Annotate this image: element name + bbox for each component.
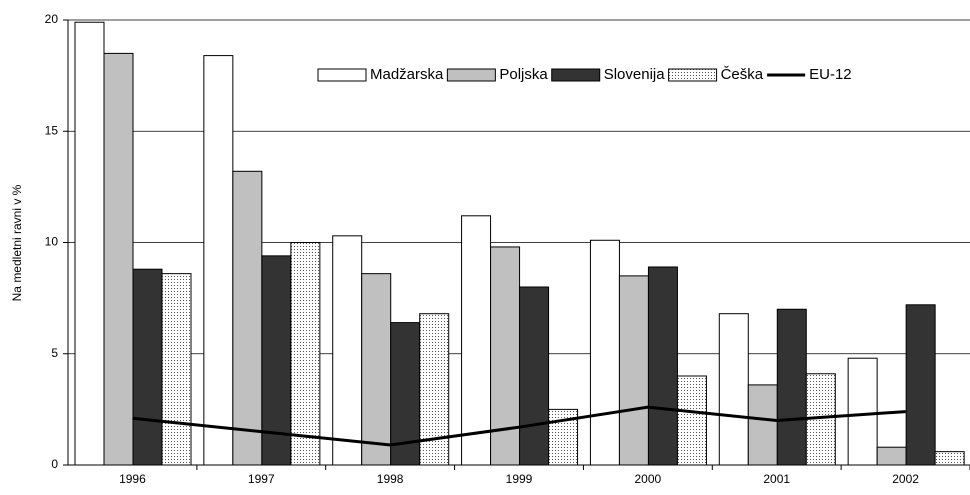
x-tick-label: 2002: [892, 472, 919, 486]
legend-label: Poljska: [499, 66, 548, 83]
bar: [618, 275, 649, 466]
bar: [847, 357, 878, 466]
y-axis-label: Na medletni ravni v %: [10, 184, 24, 301]
bar: [132, 268, 163, 466]
legend-label: Slovenija: [604, 66, 666, 83]
x-tick-label: 1998: [377, 472, 404, 486]
x-tick-label: 2001: [763, 472, 790, 486]
bar: [290, 242, 321, 466]
bar: [419, 313, 450, 466]
bar: [232, 170, 263, 466]
bar: [332, 235, 363, 466]
bar: [461, 215, 492, 466]
bar: [519, 286, 550, 466]
bar: [776, 308, 807, 466]
x-tick-label: 1997: [248, 472, 275, 486]
bar: [589, 239, 620, 466]
bar: [718, 313, 749, 466]
bar: [747, 384, 778, 466]
legend-swatch: [317, 68, 367, 82]
bar: [74, 21, 105, 466]
y-tick-label: 0: [51, 457, 58, 471]
bar: [676, 375, 707, 466]
y-tick-label: 15: [45, 123, 59, 137]
bar: [934, 451, 965, 466]
bar: [876, 446, 907, 466]
bar: [647, 266, 678, 466]
legend-swatch: [551, 68, 601, 82]
y-tick-label: 5: [51, 346, 58, 360]
bar: [161, 273, 192, 466]
bar: [490, 246, 521, 466]
y-tick-label: 20: [45, 12, 59, 26]
y-tick-label: 10: [45, 235, 59, 249]
legend-label: Češka: [721, 66, 764, 83]
legend-swatch: [668, 68, 718, 82]
bar: [203, 55, 234, 466]
bar: [361, 273, 392, 466]
legend-label: Madžarska: [370, 66, 444, 83]
bar: [261, 255, 292, 466]
bar: [103, 52, 134, 466]
x-tick-label: 1999: [506, 472, 533, 486]
x-tick-label: 1996: [119, 472, 146, 486]
bar: [905, 304, 936, 466]
line: [132, 405, 906, 447]
x-tick-label: 2000: [635, 472, 662, 486]
legend-label: EU-12: [809, 66, 852, 83]
legend-swatch: [446, 68, 496, 82]
